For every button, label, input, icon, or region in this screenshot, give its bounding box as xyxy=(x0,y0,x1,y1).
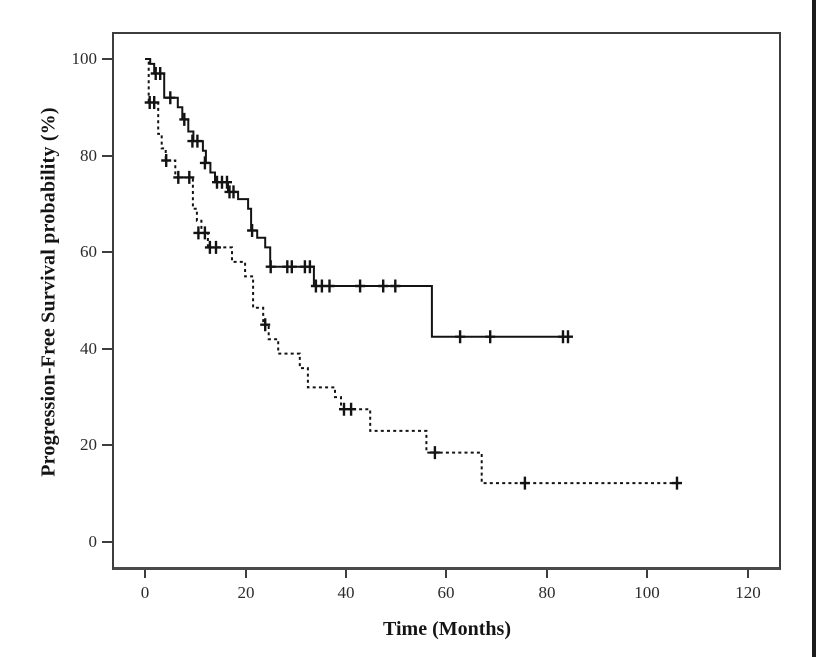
y-tick-label: 60 xyxy=(80,242,97,261)
x-tick-label: 60 xyxy=(437,583,455,602)
y-axis-label: Progression-Free Survival probability (%… xyxy=(37,107,60,477)
y-tick-label: 20 xyxy=(80,435,97,454)
y-tick-mark xyxy=(102,444,112,446)
x-tick-label: 40 xyxy=(337,583,355,602)
screenshot-edge-bar xyxy=(812,0,816,657)
y-tick-label: 40 xyxy=(80,339,97,358)
y-tick-mark xyxy=(102,348,112,350)
y-tick-mark xyxy=(102,541,112,543)
y-tick-mark xyxy=(102,155,112,157)
solid-curve xyxy=(145,58,570,338)
y-tick-mark xyxy=(102,58,112,60)
x-tick-label: 80 xyxy=(538,583,556,602)
x-tick-mark xyxy=(245,570,247,578)
plot-area xyxy=(112,32,781,570)
x-tick-mark xyxy=(144,570,146,578)
y-tick-mark xyxy=(102,251,112,253)
censor-marks-dashed xyxy=(144,96,682,490)
x-tick-label: 0 xyxy=(140,583,150,602)
x-tick-mark xyxy=(345,570,347,578)
x-tick-label: 100 xyxy=(634,583,660,602)
x-tick-mark xyxy=(646,570,648,578)
x-axis-label: Time (Months) xyxy=(383,618,511,640)
y-tick-label: 80 xyxy=(80,146,97,165)
x-tick-label: 20 xyxy=(237,583,255,602)
survival-curves-svg xyxy=(144,58,682,490)
y-tick-label: 100 xyxy=(71,49,98,68)
x-tick-mark xyxy=(445,570,447,578)
y-tick-label: 0 xyxy=(88,532,98,551)
x-tick-label: 120 xyxy=(735,583,761,602)
dashed-curve xyxy=(145,58,682,485)
x-tick-mark xyxy=(747,570,749,578)
x-tick-mark xyxy=(546,570,548,578)
censor-marks-solid xyxy=(150,67,573,344)
